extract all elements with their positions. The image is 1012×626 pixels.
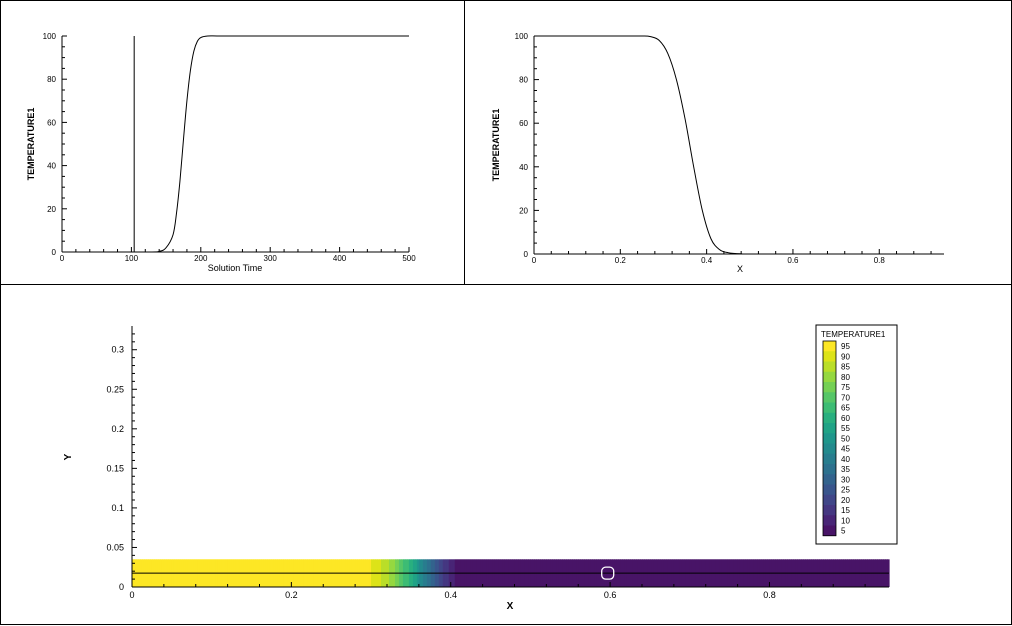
legend-label: 15 (841, 506, 850, 515)
legend-swatch (823, 464, 836, 475)
y-axis-label: TEMPERATURE1 (491, 109, 501, 182)
legend-label: 65 (841, 404, 850, 413)
legend-swatch (823, 494, 836, 506)
legend-label: 10 (841, 516, 850, 525)
legend-swatch (823, 361, 836, 373)
y-tick-label: 0.15 (106, 463, 124, 473)
line-profile-plot-frame: 0 0.2 0.4 0.6 0.8 0 20 40 60 80 100 X TEMPERATURE1 (464, 0, 1012, 285)
x-tick-label: 0 (532, 256, 537, 265)
y-tick-label: 0 (119, 582, 124, 592)
y-tick-label: 0.1 (111, 503, 124, 513)
legend-swatch (823, 392, 836, 403)
x-tick-label: 0 (129, 590, 134, 600)
y-tick-label: 80 (47, 75, 56, 84)
y-tick-label: 60 (47, 118, 56, 127)
legend-label: 85 (841, 363, 850, 372)
x-axis-label: Solution Time (208, 263, 263, 273)
legend-label: 95 (841, 342, 850, 351)
contour-plot-frame: 0 0.2 0.4 0.6 0.8 0 0.05 0.1 0.15 0.2 0.25 0.3 X Y TEM… (0, 284, 1012, 625)
y-tick-label: 20 (47, 205, 56, 214)
x-tick-label: 0.6 (787, 256, 799, 265)
temperature-contour-plot: 0 0.2 0.4 0.6 0.8 0 0.05 0.1 0.15 0.2 0.25 0.3 X Y TEM… (63, 324, 898, 612)
legend-swatch (823, 433, 836, 444)
y-tick-label: 0 (52, 248, 57, 257)
x-tick-label: 500 (402, 254, 416, 263)
y-tick-label: 40 (47, 162, 56, 171)
legend-label: 70 (841, 393, 850, 402)
legend-swatch (823, 474, 836, 485)
y-tick-label: 80 (519, 76, 528, 85)
y-tick-label: 0.25 (106, 384, 124, 394)
legend-swatch (823, 423, 836, 434)
y-tick-label: 0.05 (106, 542, 124, 552)
y-tick-label: 0.2 (111, 424, 124, 434)
legend-swatch (823, 382, 836, 393)
time-history-plot: 0 100 200 300 400 500 0 20 40 60 80 100 Solution Tim… (26, 32, 416, 273)
legend-colorbar-border (822, 340, 837, 537)
x-tick-label: 0.6 (604, 590, 617, 600)
legend-label: 60 (841, 414, 850, 423)
y-axis-label: Y (63, 453, 74, 460)
x-tick-label: 0.8 (763, 590, 776, 600)
legend-title: TEMPERATURE1 (821, 330, 886, 339)
legend-swatch (823, 371, 836, 383)
legend-label: 35 (841, 465, 850, 474)
legend-swatch (823, 525, 836, 537)
legend-label: 50 (841, 434, 850, 443)
time-history-plot-frame: 0 100 200 300 400 500 0 20 40 60 80 100 Solution Tim… (0, 0, 465, 285)
legend-swatch (823, 443, 836, 455)
y-tick-label: 100 (515, 32, 529, 41)
probe-point-marker (601, 566, 615, 580)
x-tick-label: 0.2 (615, 256, 627, 265)
legend-swatch (823, 351, 836, 362)
x-tick-label: 200 (194, 254, 208, 263)
legend-label: 45 (841, 445, 850, 454)
x-axis-label: X (507, 601, 514, 612)
series-line (534, 35, 945, 255)
y-tick-label: 0 (524, 250, 529, 259)
temperature-vs-x-plot: 0 0.2 0.4 0.6 0.8 0 20 40 60 80 100 X TEMPERATURE1 (491, 32, 945, 274)
x-tick-label: 0.4 (701, 256, 713, 265)
legend-swatch (823, 341, 836, 352)
x-axis-label: X (737, 264, 743, 274)
legend-label: 25 (841, 486, 850, 495)
legend-swatch (823, 412, 836, 424)
legend-label: 80 (841, 373, 850, 382)
legend-swatch (823, 402, 836, 414)
y-tick-label: 60 (519, 119, 528, 128)
x-tick-label: 100 (125, 254, 139, 263)
legend-label: 40 (841, 455, 850, 464)
legend-label: 90 (841, 352, 850, 361)
x-tick-label: 0 (60, 254, 65, 263)
legend-label: 55 (841, 424, 850, 433)
legend-swatch (823, 515, 836, 526)
x-tick-label: 300 (264, 254, 278, 263)
x-tick-label: 400 (333, 254, 347, 263)
legend-label: 30 (841, 475, 850, 484)
legend-label: 20 (841, 496, 850, 505)
x-tick-label: 0.2 (285, 590, 298, 600)
x-tick-label: 0.8 (874, 256, 886, 265)
y-axis-label: TEMPERATURE1 (26, 108, 36, 181)
y-tick-label: 100 (43, 32, 57, 41)
legend-label: 75 (841, 383, 850, 392)
y-tick-label: 20 (519, 206, 528, 215)
y-tick-label: 40 (519, 163, 528, 172)
y-tick-label: 0.3 (111, 345, 124, 355)
legend-swatch (823, 484, 836, 496)
legend-swatch (823, 453, 836, 465)
series-line (61, 35, 409, 253)
legend-swatch (823, 505, 836, 516)
x-tick-label: 0.4 (444, 590, 457, 600)
legend-label: 5 (841, 527, 846, 536)
